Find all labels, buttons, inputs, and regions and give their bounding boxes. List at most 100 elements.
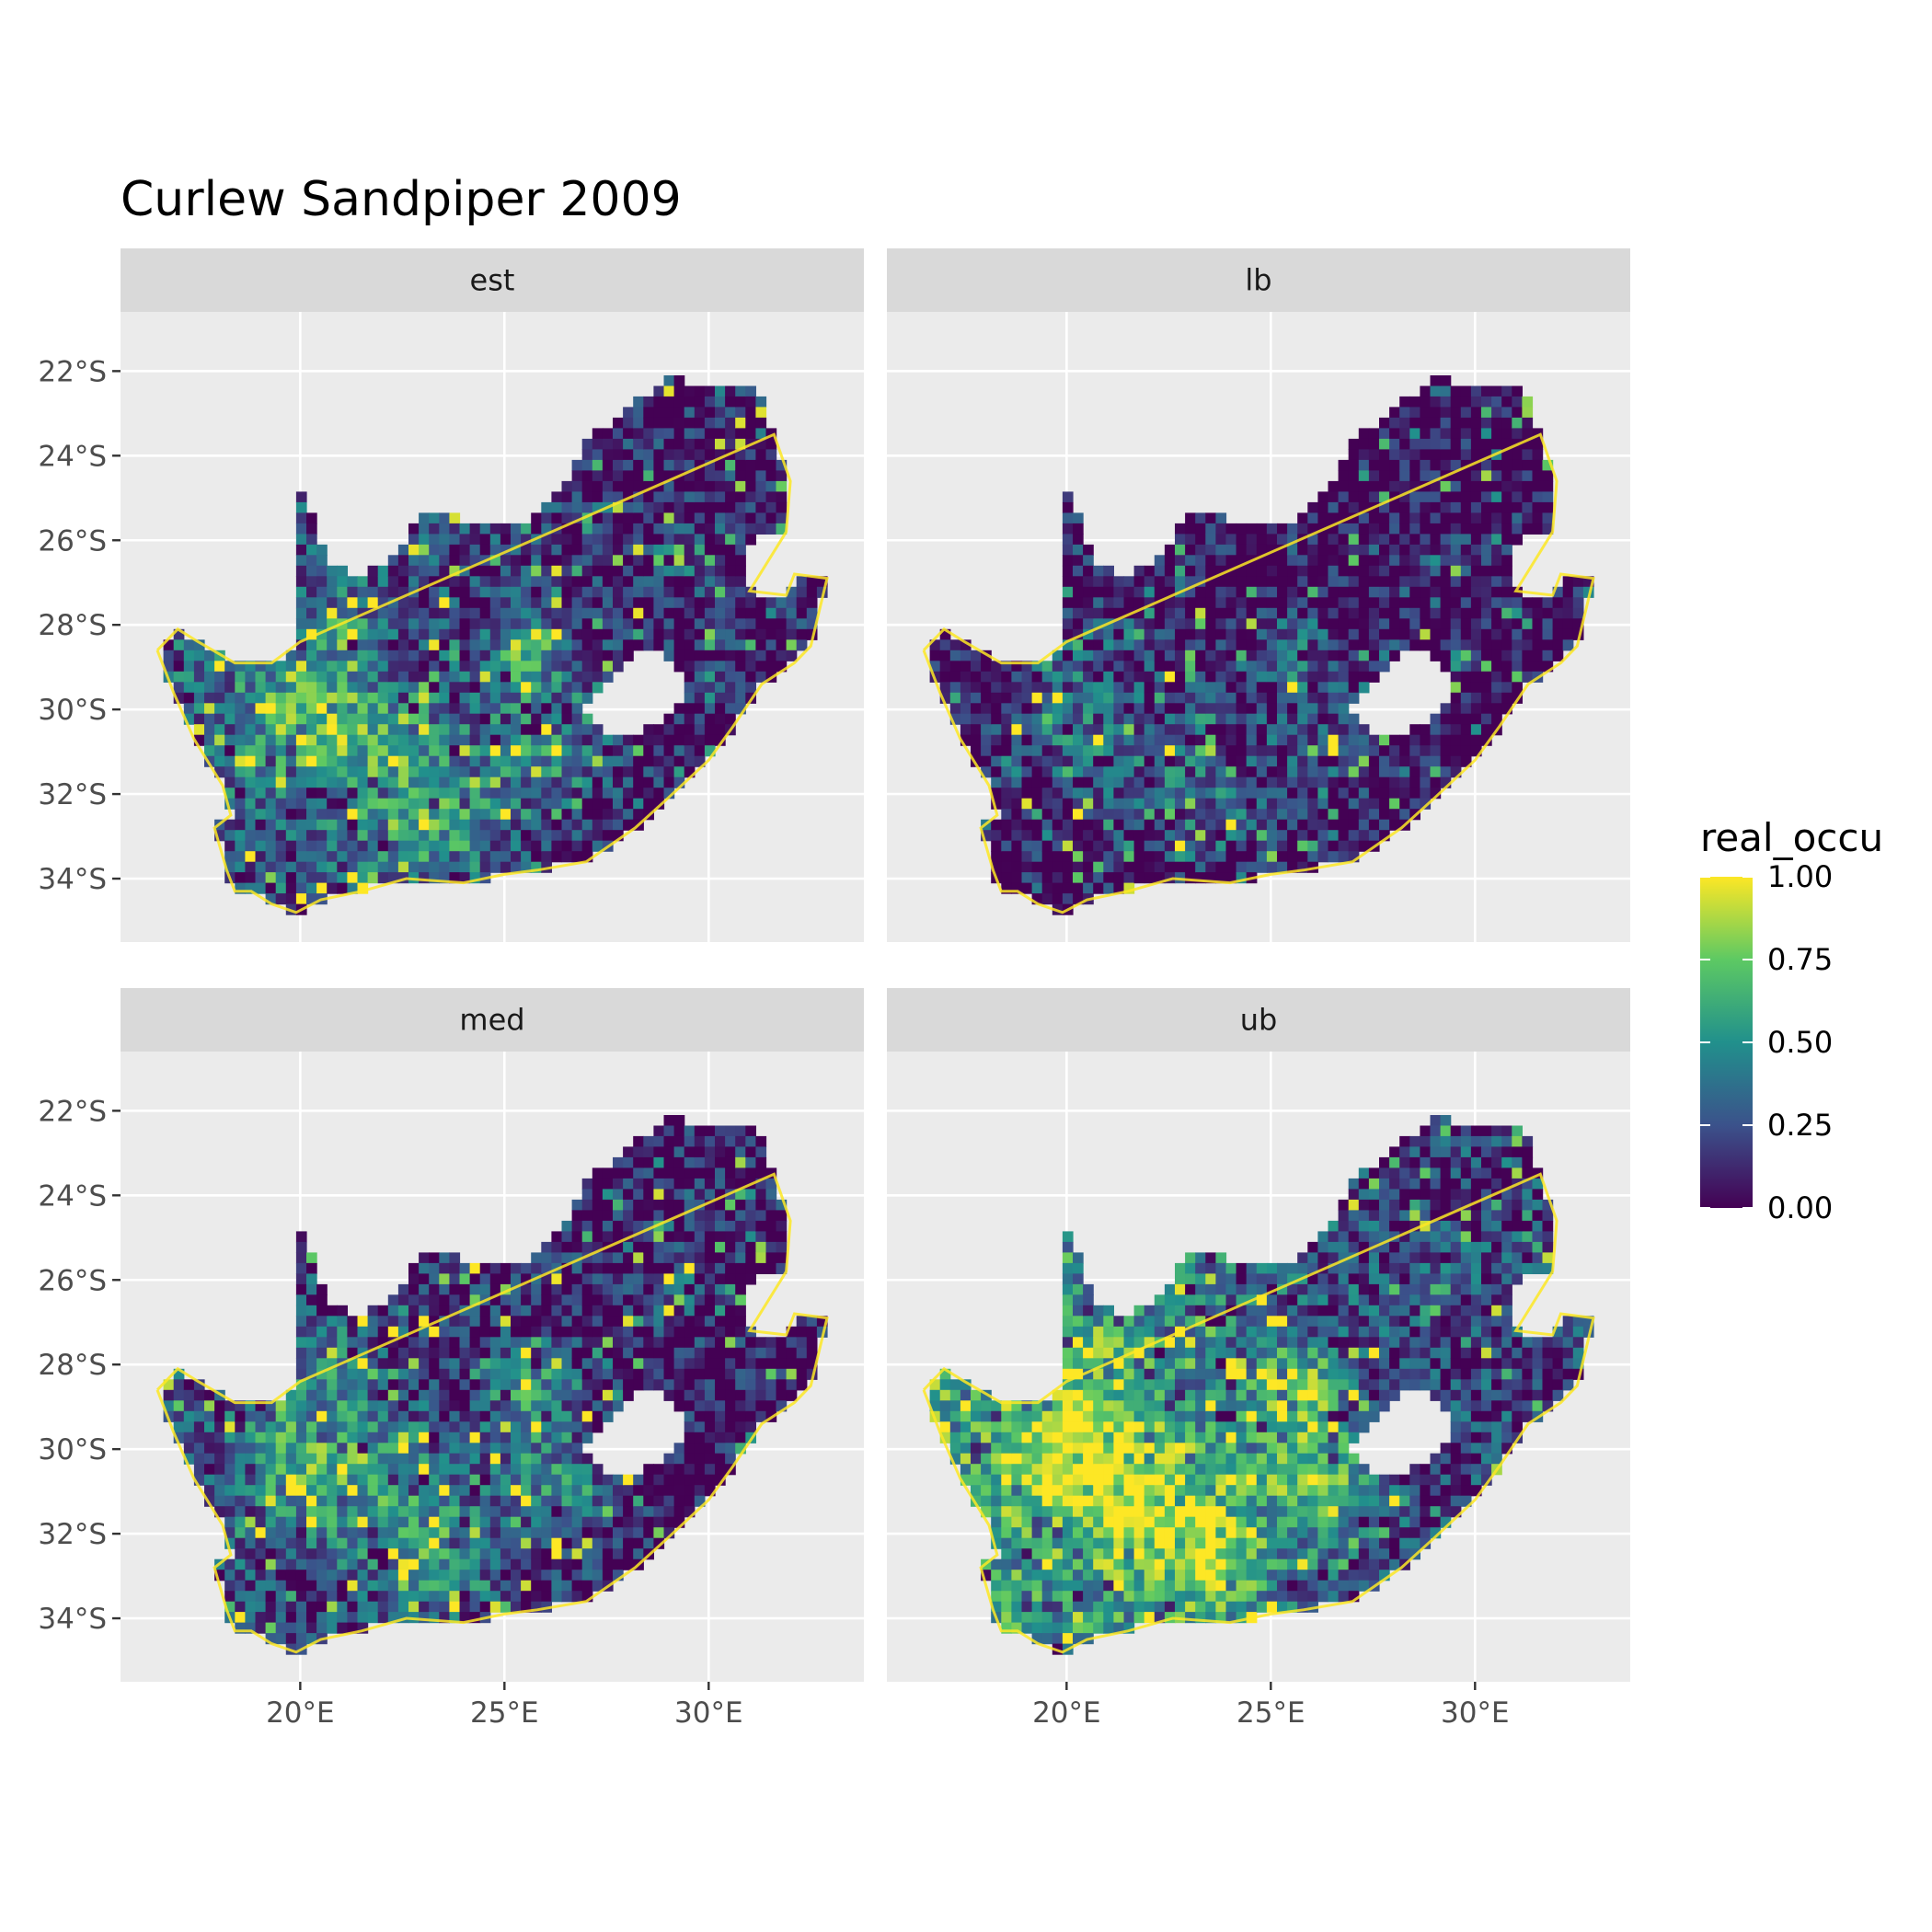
- raster-cell: [735, 523, 746, 535]
- raster-cell: [275, 1400, 287, 1412]
- raster-cell: [1287, 745, 1298, 757]
- raster-cell: [337, 1570, 348, 1581]
- raster-cell: [316, 1443, 328, 1455]
- raster-cell: [643, 396, 654, 408]
- raster-cell: [387, 819, 399, 831]
- raster-cell: [1021, 671, 1033, 683]
- raster-cell: [684, 565, 696, 577]
- raster-cell: [1133, 798, 1145, 810]
- raster-cell: [663, 470, 675, 482]
- raster-cell: [500, 586, 512, 598]
- raster-cell: [602, 819, 614, 831]
- raster-cell: [1205, 713, 1216, 725]
- raster-cell: [592, 491, 604, 503]
- raster-cell: [327, 851, 338, 863]
- raster-cell: [1368, 459, 1380, 471]
- raster-cell: [255, 1537, 267, 1549]
- raster-cell: [489, 788, 501, 799]
- raster-cell: [214, 1570, 225, 1581]
- raster-cell: [245, 1410, 257, 1422]
- raster-cell: [1021, 788, 1033, 799]
- facet-lb: lb: [887, 248, 1630, 942]
- raster-cell: [1542, 661, 1554, 673]
- raster-cell: [469, 650, 481, 661]
- raster-cell: [459, 671, 471, 683]
- raster-cell: [285, 1622, 297, 1634]
- raster-cell: [592, 512, 604, 524]
- raster-cell: [531, 1305, 542, 1317]
- raster-cell: [439, 661, 450, 673]
- raster-cell: [1001, 692, 1012, 704]
- raster-cell: [1358, 809, 1370, 821]
- raster-cell: [469, 692, 481, 704]
- raster-cell: [1481, 480, 1492, 492]
- raster-cell: [653, 396, 665, 408]
- raster-cell: [613, 470, 624, 482]
- raster-cell: [623, 1294, 634, 1306]
- raster-cell: [1164, 565, 1176, 577]
- raster-cell: [306, 745, 317, 757]
- raster-cell: [306, 1506, 317, 1518]
- raster-cell: [235, 1622, 246, 1634]
- raster-cell: [1113, 872, 1125, 884]
- raster-cell: [1052, 755, 1064, 767]
- raster-cell: [571, 1220, 583, 1232]
- raster-cell: [613, 1570, 624, 1581]
- raster-cell: [1154, 798, 1166, 810]
- raster-cell: [1246, 661, 1258, 673]
- raster-cell: [1031, 872, 1043, 884]
- raster-cell: [327, 809, 338, 821]
- raster-cell: [255, 1527, 267, 1539]
- raster-cell: [1287, 692, 1298, 704]
- raster-cell: [960, 639, 972, 651]
- raster-cell: [337, 788, 348, 799]
- raster-cell: [1093, 851, 1104, 863]
- raster-cell: [429, 1601, 440, 1613]
- raster-cell: [991, 798, 1002, 810]
- raster-cell: [357, 1527, 369, 1539]
- raster-cell: [511, 1591, 522, 1603]
- raster-cell: [1164, 607, 1176, 619]
- raster-cell: [1460, 618, 1472, 630]
- raster-cell: [1123, 745, 1135, 757]
- raster-cell: [408, 523, 420, 535]
- raster-cell: [725, 417, 736, 429]
- raster-cell: [1491, 586, 1502, 598]
- raster-cell: [275, 1527, 287, 1539]
- raster-cell: [581, 449, 593, 461]
- raster-cell: [1266, 745, 1278, 757]
- raster-cell: [1073, 745, 1084, 757]
- raster-cell: [357, 1612, 369, 1624]
- raster-cell: [337, 830, 348, 842]
- raster-cell: [1450, 385, 1462, 397]
- raster-cell: [419, 1474, 430, 1486]
- raster-cell: [1266, 840, 1278, 852]
- raster-cell: [960, 703, 972, 715]
- raster-cell: [397, 565, 409, 577]
- raster-cell: [653, 798, 665, 810]
- raster-cell: [521, 1410, 532, 1422]
- raster-cell: [1460, 586, 1472, 598]
- raster-cell: [1307, 840, 1318, 852]
- raster-cell: [1062, 893, 1074, 905]
- raster-cell: [357, 1558, 369, 1570]
- raster-cell: [316, 1379, 328, 1391]
- raster-cell: [551, 766, 563, 778]
- raster-cell: [265, 724, 277, 736]
- raster-cell: [285, 788, 297, 799]
- raster-cell: [704, 671, 716, 683]
- raster-cell: [592, 597, 604, 609]
- raster-cell: [592, 1283, 604, 1295]
- raster-cell: [551, 692, 563, 704]
- raster-cell: [1103, 851, 1114, 863]
- raster-cell: [408, 788, 420, 799]
- raster-cell: [715, 470, 726, 482]
- raster-cell: [1266, 798, 1278, 810]
- raster-cell: [1185, 618, 1196, 630]
- raster-cell: [306, 1570, 317, 1581]
- raster-cell: [1062, 565, 1074, 577]
- raster-cell: [245, 1432, 257, 1443]
- raster-cell: [1144, 650, 1156, 661]
- raster-cell: [1215, 809, 1227, 821]
- raster-cell: [1420, 745, 1432, 757]
